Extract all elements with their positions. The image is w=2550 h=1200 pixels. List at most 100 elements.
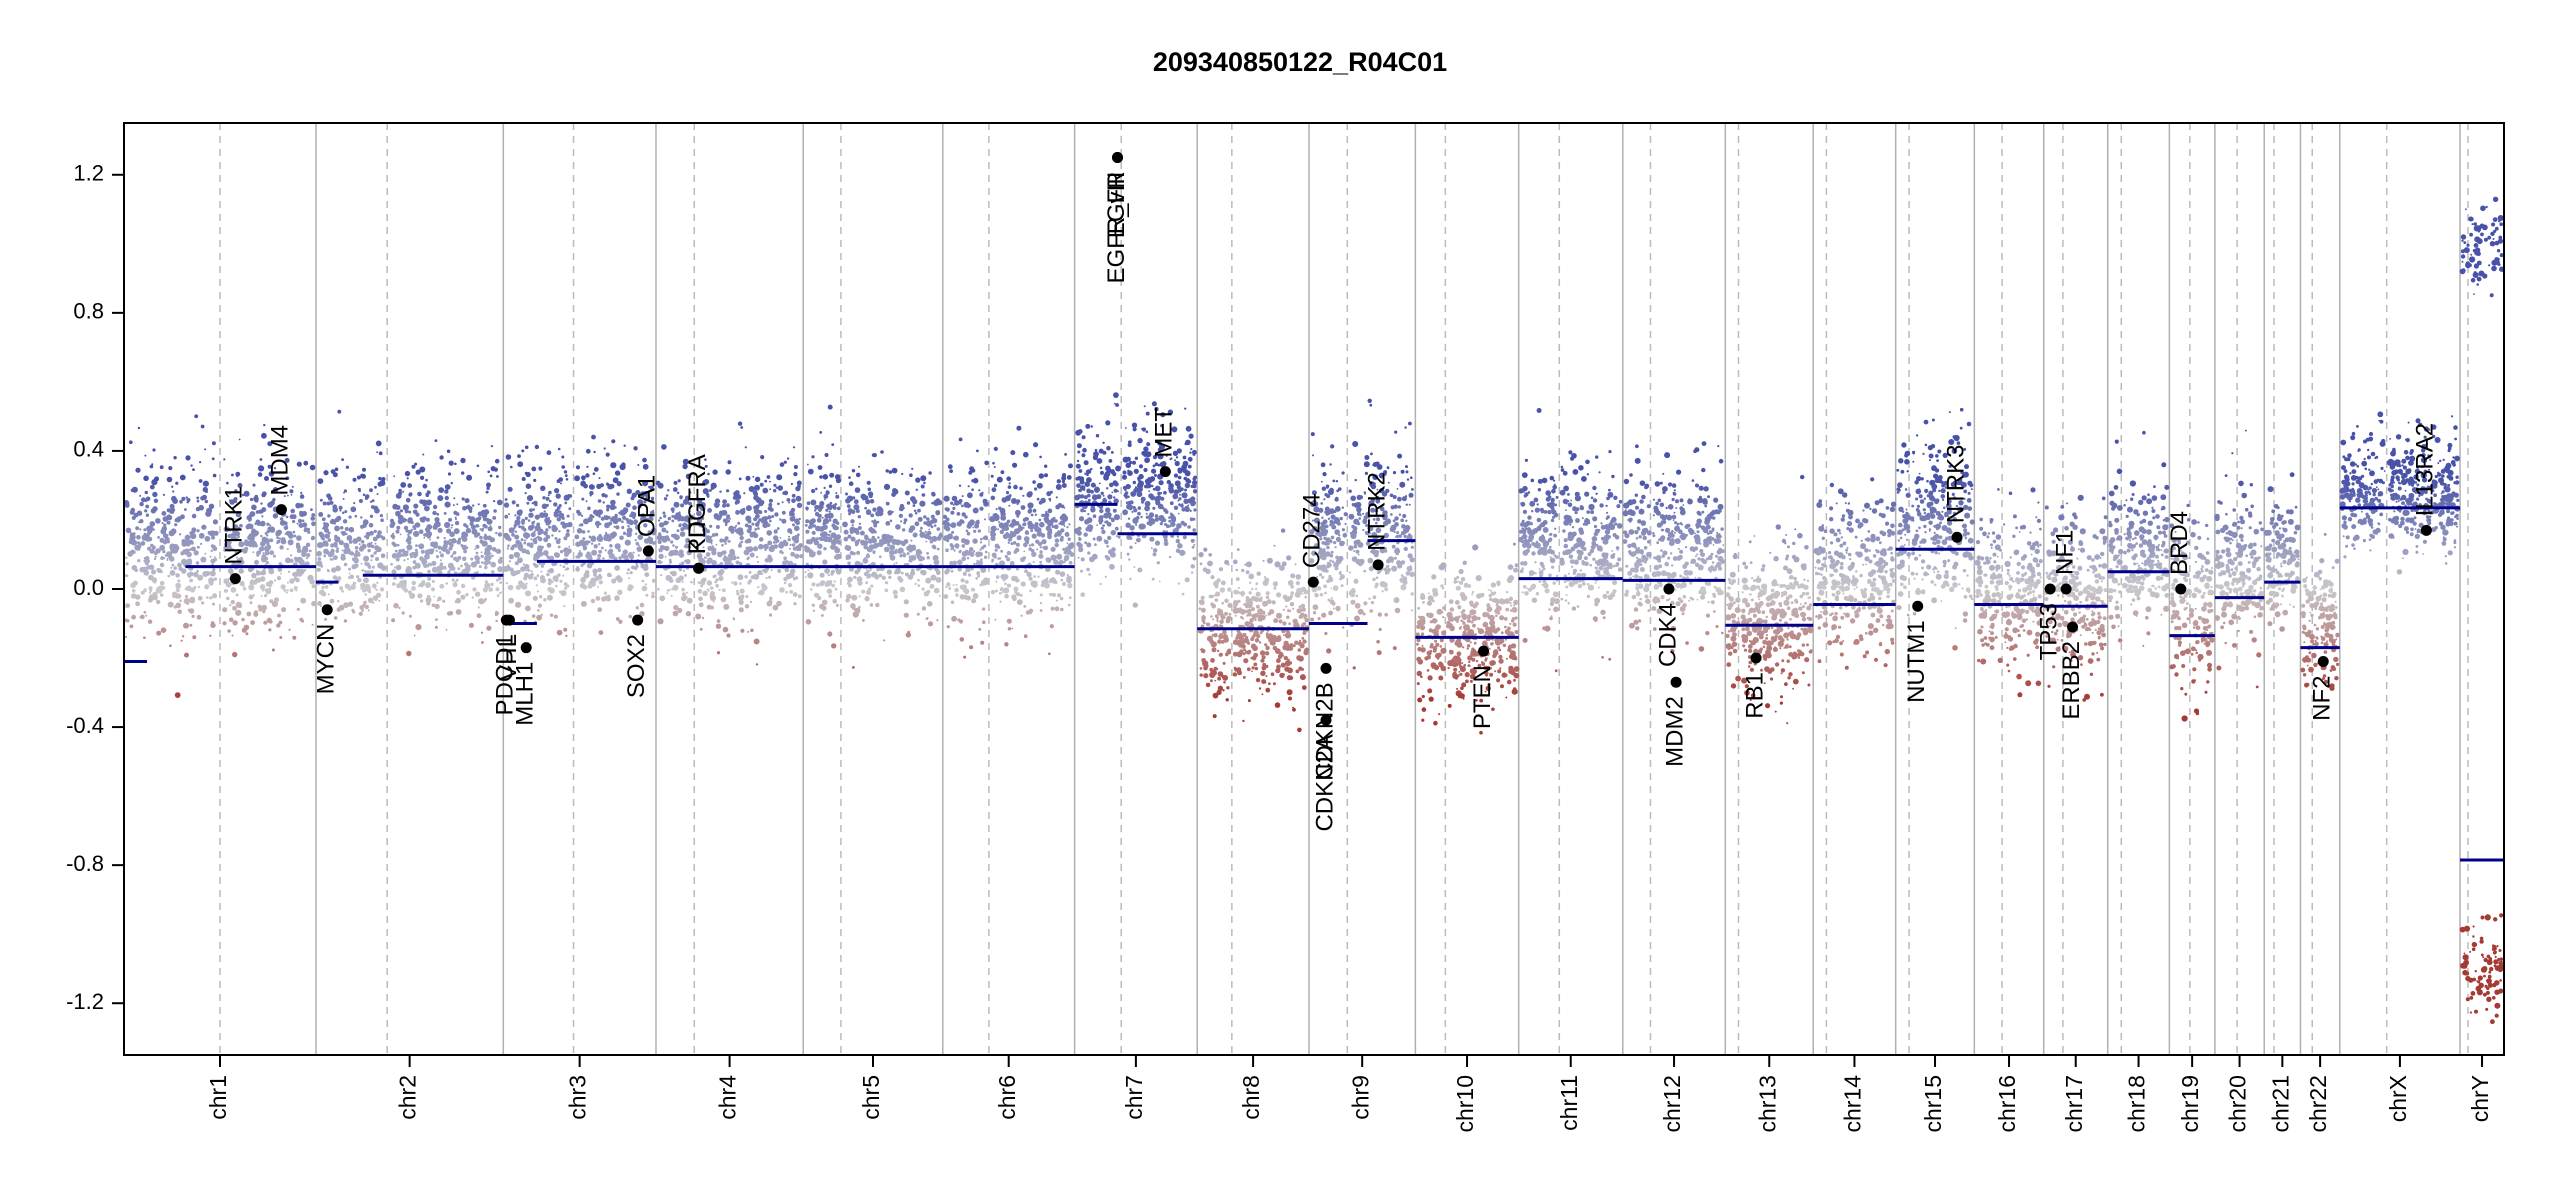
- probe-point: [460, 564, 463, 568]
- probe-point: [278, 537, 281, 540]
- probe-point: [1314, 593, 1319, 598]
- probe-point: [1205, 568, 1211, 575]
- probe-point: [587, 583, 593, 589]
- probe-point: [143, 636, 146, 639]
- probe-point: [1179, 493, 1181, 496]
- probe-point: [490, 561, 497, 568]
- probe-point: [273, 467, 277, 470]
- probe-point: [912, 499, 917, 505]
- probe-point: [978, 489, 981, 492]
- probe-point: [555, 539, 561, 545]
- probe-point: [1006, 550, 1012, 556]
- probe-point: [486, 486, 490, 490]
- probe-point: [946, 625, 950, 629]
- probe-point: [463, 549, 467, 554]
- probe-point: [855, 472, 861, 478]
- probe-point: [1271, 641, 1274, 644]
- probe-point: [876, 568, 880, 572]
- probe-point: [170, 566, 173, 569]
- probe-point: [1210, 658, 1215, 663]
- probe-point: [931, 492, 936, 497]
- probe-point: [598, 477, 601, 480]
- probe-point: [372, 595, 378, 601]
- probe-point: [260, 595, 263, 598]
- probe-point: [1015, 592, 1019, 596]
- probe-point: [637, 464, 640, 466]
- probe-point: [1234, 667, 1239, 672]
- probe-point: [322, 524, 329, 530]
- probe-point: [1047, 508, 1053, 514]
- probe-point: [917, 555, 924, 562]
- probe-point: [562, 565, 566, 568]
- probe-point: [306, 553, 311, 558]
- probe-point: [209, 530, 216, 537]
- probe-point: [495, 587, 500, 592]
- probe-point: [1397, 505, 1401, 509]
- probe-point: [598, 549, 603, 554]
- probe-point: [498, 525, 502, 530]
- probe-point: [426, 595, 431, 599]
- probe-point: [1132, 427, 1137, 432]
- probe-point: [829, 472, 835, 478]
- probe-point: [984, 460, 989, 466]
- probe-point: [1023, 605, 1027, 608]
- probe-point: [1113, 392, 1119, 398]
- probe-point: [650, 496, 655, 501]
- probe-point: [1283, 655, 1289, 661]
- probe-point: [911, 467, 914, 470]
- probe-point: [253, 611, 259, 617]
- probe-point: [484, 536, 488, 540]
- probe-point: [852, 666, 855, 669]
- probe-point: [1038, 553, 1044, 559]
- probe-point: [601, 493, 606, 498]
- probe-point: [737, 421, 743, 426]
- probe-point: [445, 549, 451, 555]
- probe-point: [280, 584, 286, 590]
- probe-point: [1382, 581, 1388, 588]
- probe-point: [324, 533, 330, 539]
- probe-point: [1005, 495, 1011, 502]
- probe-point: [1009, 530, 1013, 534]
- probe-point: [1096, 524, 1098, 526]
- probe-point: [411, 580, 416, 586]
- probe-point: [738, 543, 742, 548]
- probe-point: [270, 500, 275, 506]
- probe-point: [795, 486, 801, 492]
- probe-point: [510, 586, 513, 588]
- probe-point: [748, 579, 752, 583]
- probe-point: [285, 476, 290, 481]
- probe-point: [1200, 648, 1206, 654]
- probe-point: [1014, 521, 1020, 526]
- probe-point: [719, 490, 722, 493]
- probe-point: [543, 510, 546, 513]
- probe-point: [1077, 429, 1083, 434]
- probe-point: [557, 447, 561, 451]
- probe-point: [1103, 539, 1106, 542]
- probe-point: [183, 622, 189, 629]
- probe-point: [520, 538, 524, 542]
- probe-point: [945, 526, 951, 532]
- probe-point: [601, 546, 604, 550]
- probe-point: [691, 581, 694, 584]
- probe-point: [875, 602, 880, 608]
- probe-point: [1015, 509, 1021, 516]
- probe-point: [125, 556, 128, 559]
- probe-point: [943, 495, 950, 502]
- probe-point: [533, 530, 536, 533]
- probe-point: [336, 547, 339, 551]
- probe-point: [241, 583, 245, 587]
- probe-point: [971, 468, 976, 473]
- probe-point: [1046, 491, 1052, 497]
- probe-point: [602, 557, 605, 560]
- probe-point: [565, 634, 568, 638]
- probe-point: [395, 557, 400, 562]
- probe-point: [292, 635, 297, 640]
- probe-point: [755, 663, 759, 666]
- probe-point: [752, 546, 759, 552]
- probe-point: [872, 453, 877, 458]
- probe-point: [776, 600, 782, 607]
- probe-point: [164, 554, 168, 557]
- probe-point: [398, 491, 403, 496]
- probe-point: [432, 504, 438, 510]
- probe-point: [738, 607, 744, 613]
